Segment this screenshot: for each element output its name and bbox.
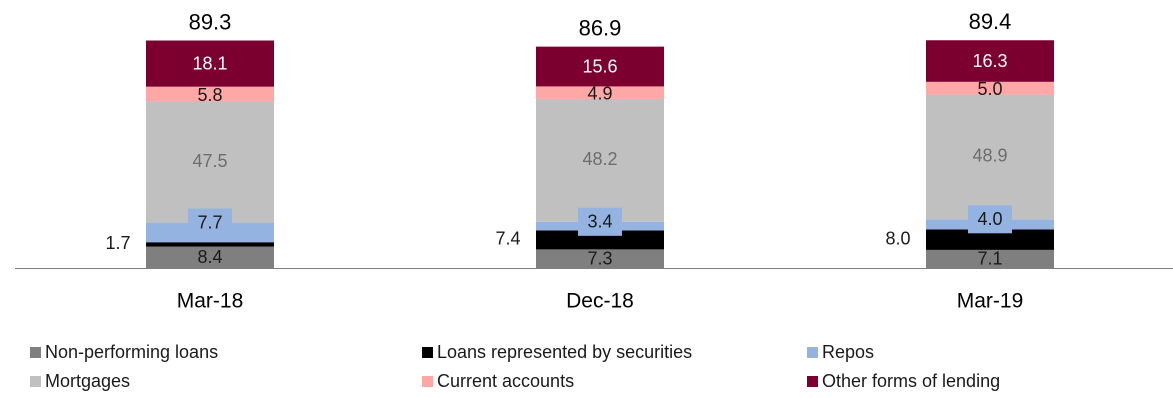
- legend: Non-performing loans Loans represented by…: [30, 342, 1160, 398]
- legend-label: Loans represented by securities: [437, 342, 693, 362]
- bar-segment-4-mar-18: [146, 101, 274, 223]
- data-label-mortgages: 47.5: [192, 151, 227, 171]
- bar-segment-4-dec-18: [536, 98, 664, 222]
- bar-segment-5-mar-19: [926, 81, 1054, 95]
- total-label: 86.9: [579, 15, 622, 40]
- data-label-mortgages: 48.9: [972, 146, 1007, 166]
- legend-label: Other forms of lending: [822, 371, 1001, 391]
- legend-swatch: [807, 347, 818, 358]
- data-label-current-accounts: 4.9: [587, 83, 612, 103]
- x-tick-label: Mar-18: [177, 290, 244, 313]
- legend-item: Non-performing loans: [30, 342, 218, 363]
- data-label-repos: 7.7: [197, 212, 222, 232]
- data-label-other-lending: 15.6: [582, 56, 617, 76]
- data-label-securities: 1.7: [105, 233, 130, 253]
- legend-label: Mortgages: [45, 371, 131, 391]
- repos-label-box: [968, 205, 1012, 234]
- legend-item: Repos: [807, 342, 874, 363]
- repos-label-box: [188, 208, 232, 237]
- total-label: 89.4: [969, 9, 1012, 34]
- data-label-securities: 7.4: [495, 229, 520, 249]
- data-label-non-performing: 8.4: [197, 247, 222, 267]
- data-label-non-performing: 7.3: [587, 248, 612, 268]
- legend-swatch: [422, 376, 433, 387]
- data-label-securities: 8.0: [885, 228, 910, 248]
- legend-swatch: [807, 376, 818, 387]
- legend-item: Current accounts: [422, 371, 574, 392]
- bar-segment-5-mar-18: [146, 86, 274, 102]
- bar-segment-1-mar-19: [926, 249, 1054, 268]
- legend-swatch: [30, 376, 41, 387]
- data-label-mortgages: 48.2: [582, 149, 617, 169]
- legend-item: Mortgages: [30, 371, 130, 392]
- data-label-other-lending: 18.1: [192, 53, 227, 73]
- bar-segment-2-mar-18: [146, 242, 274, 247]
- data-label-other-lending: 16.3: [972, 51, 1007, 71]
- stacked-bar-chart: 8.4 1.7 7.7 47.5 5.8 18.1 89.3 Mar-18 7.3 7.4 3.4 4…: [15, 9, 1173, 313]
- bar-segment-4-mar-19: [926, 94, 1054, 220]
- data-label-repos: 4.0: [977, 209, 1002, 229]
- legend-item: Other forms of lending: [807, 371, 1000, 392]
- data-label-non-performing: 7.1: [977, 249, 1002, 269]
- bar-segment-6-mar-18: [146, 40, 274, 87]
- bar-segment-2-mar-19: [926, 229, 1054, 250]
- total-label: 89.3: [189, 9, 232, 34]
- legend-label: Repos: [822, 342, 875, 362]
- bar-segment-5-dec-18: [536, 86, 664, 99]
- repos-label-box: [578, 207, 622, 236]
- bar-segment-1-mar-18: [146, 246, 274, 268]
- x-tick-label: Dec-18: [566, 290, 634, 313]
- x-tick-label: Mar-19: [957, 290, 1024, 313]
- bar-segment-6-dec-18: [536, 46, 664, 87]
- bar-segment-1-dec-18: [536, 249, 664, 268]
- data-label-repos: 3.4: [587, 212, 612, 232]
- bar-segment-6-mar-19: [926, 40, 1054, 82]
- data-label-current-accounts: 5.0: [977, 79, 1002, 99]
- legend-item: Loans represented by securities: [422, 342, 692, 363]
- legend-label: Current accounts: [437, 371, 575, 391]
- bar-segment-2-dec-18: [536, 230, 664, 250]
- legend-label: Non-performing loans: [45, 342, 219, 362]
- legend-swatch: [422, 347, 433, 358]
- legend-swatch: [30, 347, 41, 358]
- data-label-current-accounts: 5.8: [197, 85, 222, 105]
